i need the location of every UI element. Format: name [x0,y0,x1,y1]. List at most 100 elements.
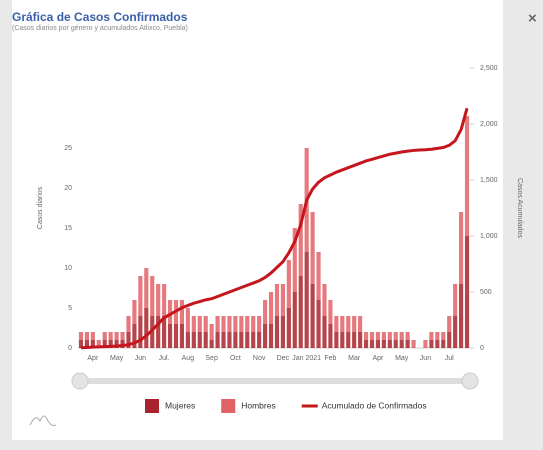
bar [263,324,268,348]
y-tick-label: 10 [64,265,72,272]
bar [221,332,226,348]
y-tick-label: 5 [68,305,72,312]
bar [453,284,458,316]
bar [126,332,131,348]
x-tick-label: Oct [230,355,241,362]
bar [423,340,428,348]
bar [274,284,280,316]
bar [162,284,167,316]
bar [363,332,369,340]
bar [173,324,179,348]
slider-handle[interactable] [461,372,479,390]
bar [334,332,339,348]
bar [203,316,208,332]
bar [352,332,357,348]
x-tick-label: Mar [348,355,361,362]
bar [185,308,190,332]
bar [464,236,470,348]
bar [298,276,303,348]
bar [179,324,185,348]
bar [316,300,321,348]
bar [150,276,155,316]
y-tick-label: 0 [68,345,72,352]
bar [453,316,458,348]
bar [90,340,95,348]
bar [162,316,167,348]
bar [387,340,392,348]
bar [167,300,173,324]
y-tick-label: 20 [64,185,72,192]
bar [78,340,84,348]
x-tick-label: Nov [253,355,266,362]
y2-tick-label: 1,000 [480,233,498,240]
chart-icon [29,415,57,426]
bar [363,340,369,348]
bar [459,284,464,348]
bar [381,340,386,348]
x-tick-label: Sep [205,355,218,362]
bar [108,340,113,348]
range-slider[interactable] [78,378,472,384]
x-tick-label: Jan 2021 [292,355,321,362]
slider-handle[interactable] [71,372,89,390]
bar [381,332,386,340]
bar [286,308,291,348]
x-tick-label: May [110,355,124,362]
bar [447,316,452,332]
bar [387,332,392,340]
bar [209,324,214,340]
bar [191,332,196,348]
close-button[interactable]: × [528,10,537,27]
bar [227,332,232,348]
bar [251,316,256,332]
x-tick-label: Jul [445,355,454,362]
legend-swatch [221,399,236,413]
y-tick-label: 25 [64,145,72,152]
bar [316,252,321,300]
bar [96,340,101,348]
y2-tick-label: 1,500 [480,177,498,184]
bar [310,212,315,284]
bar [292,228,297,292]
x-tick-label: Jul. [159,355,170,362]
bar [405,332,410,340]
bar [227,316,232,332]
bar [78,332,84,340]
bar [233,316,238,332]
bar [203,332,208,348]
bar [292,292,297,348]
bar [215,332,220,348]
bar [286,260,291,308]
bar [257,332,262,348]
bar [369,340,375,348]
bar [179,300,185,324]
bar [340,332,345,348]
bar [239,332,244,348]
x-tick-label: Jun [420,355,431,362]
bar [215,316,220,332]
y-tick-label: 15 [64,225,72,232]
y-axis-label: Casos diarios [37,186,44,229]
x-tick-label: Dec [277,355,290,362]
bar [108,332,113,340]
bar [346,332,351,348]
bar [340,316,345,332]
bar [144,308,149,348]
bar [274,316,280,348]
bar [393,332,398,340]
bar [90,332,95,340]
bar [221,316,226,332]
bar [167,324,173,348]
bar [328,300,333,324]
modal-subtitle: (Casos diarios por género y acumulados A… [12,25,188,32]
x-tick-label: Aug [182,355,195,362]
bar [435,332,440,340]
bar [322,284,327,316]
bar [114,340,119,348]
bar [268,324,274,348]
bar [239,316,244,332]
modal-title: Gráfica de Casos Confirmados [12,10,188,24]
bar [369,332,375,340]
cumulative-line [80,107,469,350]
bar [280,284,285,316]
